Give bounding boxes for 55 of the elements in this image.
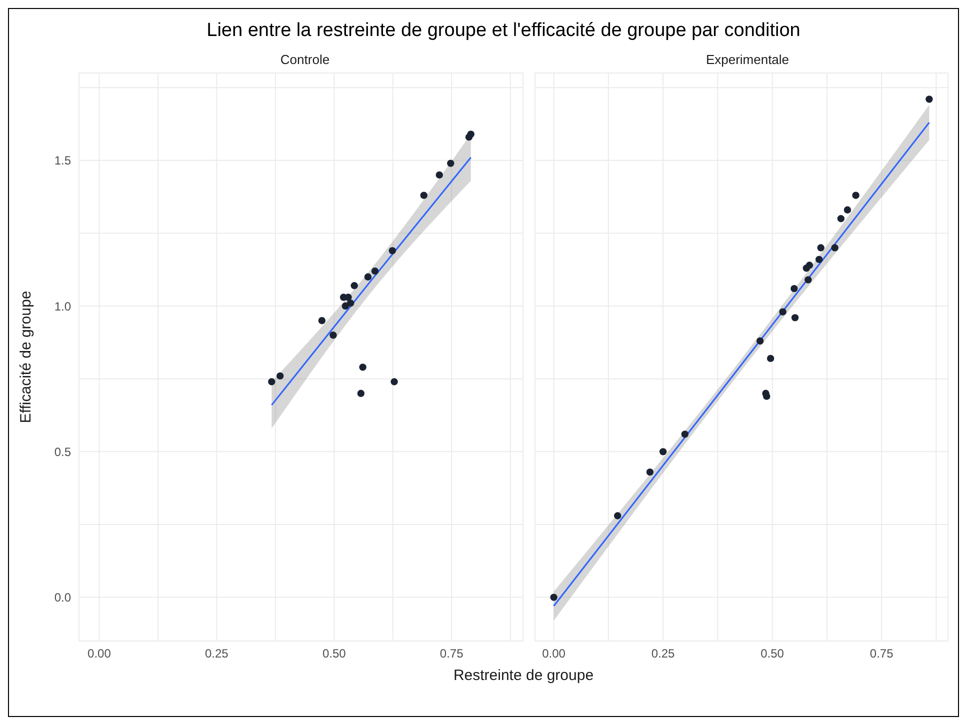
point <box>659 448 667 456</box>
x-tick-label: 0.50 <box>322 646 346 661</box>
y-tick-label: 0.5 <box>54 444 72 459</box>
point <box>852 192 860 199</box>
point <box>330 332 337 339</box>
y-tick-label: 1.0 <box>54 299 72 314</box>
point <box>766 354 774 362</box>
point <box>342 302 349 310</box>
point <box>357 390 365 398</box>
y-tick-label: 0.0 <box>54 590 72 605</box>
point <box>436 171 443 179</box>
point <box>268 378 276 386</box>
x-tick-label: 0.75 <box>440 646 464 661</box>
point <box>815 256 823 264</box>
chart-subtitle: Controle <box>279 51 331 69</box>
point <box>779 308 786 316</box>
point <box>837 215 845 222</box>
chart-title: Lien entre la restreinte de groupe et l'efficacité de groupe par condition <box>206 19 802 43</box>
x-tick-label: 0.25 <box>651 646 676 661</box>
point <box>790 284 798 292</box>
point <box>388 247 396 254</box>
point <box>420 192 428 199</box>
point <box>646 468 654 476</box>
point <box>831 244 838 252</box>
point <box>447 160 454 167</box>
x-axis-title: Restreinte de groupe <box>452 667 595 684</box>
point <box>550 594 558 601</box>
x-tick-label: 0.00 <box>542 646 566 661</box>
point <box>276 372 284 380</box>
point <box>681 430 689 438</box>
point <box>756 337 764 345</box>
point <box>390 378 398 386</box>
point <box>318 316 326 324</box>
point <box>844 206 852 214</box>
y-tick-label: 1.5 <box>54 154 72 168</box>
point <box>804 276 812 284</box>
point <box>763 392 770 400</box>
point <box>346 300 354 307</box>
x-tick-label: 0.75 <box>870 646 894 661</box>
point <box>806 262 814 269</box>
x-tick-label: 0.00 <box>88 646 112 661</box>
point <box>359 364 366 371</box>
point <box>364 273 372 280</box>
chart-subtitle: Experimentale <box>704 51 790 69</box>
point <box>614 512 622 520</box>
x-tick-label: 0.25 <box>204 646 229 661</box>
point <box>371 267 379 275</box>
point <box>350 282 358 290</box>
point <box>467 130 474 138</box>
point <box>926 96 933 103</box>
point <box>817 244 824 252</box>
x-tick-label: 0.50 <box>760 646 784 661</box>
y-axis-title: Efficacité de groupe <box>17 290 34 424</box>
point <box>791 314 799 322</box>
point <box>344 294 352 301</box>
